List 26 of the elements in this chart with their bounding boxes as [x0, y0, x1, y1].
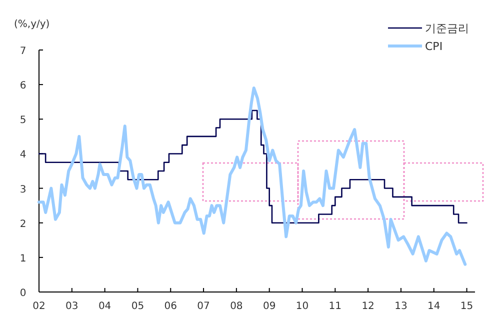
y-tick-label: 4	[20, 150, 26, 161]
x-tick-label: 14	[428, 301, 440, 312]
y-tick-label: 2	[20, 218, 26, 230]
x-tick-label: 03	[66, 301, 78, 312]
x-tick-label: 07	[197, 301, 210, 312]
legend-label: 기준금리	[425, 22, 469, 35]
x-tick-label: 11	[328, 301, 342, 312]
x-tick-label: 06	[164, 301, 177, 312]
x-tick-label: 10	[296, 301, 309, 312]
x-tick-label: 12	[362, 301, 374, 312]
y-axis-title: (%,y/y)	[14, 19, 50, 30]
y-tick-label: 7	[20, 46, 26, 57]
x-tick-label: 04	[98, 301, 112, 312]
legend-label: CPI	[425, 40, 443, 53]
x-tick-label: 09	[262, 301, 276, 312]
y-tick-label: 1	[20, 253, 26, 264]
y-tick-label: 6	[20, 80, 26, 92]
y-tick-label: 5	[20, 115, 26, 126]
x-tick-label: 13	[394, 301, 408, 312]
y-tick-label: 3	[20, 184, 26, 196]
x-tick-label: 15	[460, 301, 474, 312]
x-tick-label: 02	[32, 301, 46, 312]
x-tick-label: 08	[230, 301, 243, 312]
line-series	[38, 86, 467, 266]
y-tick-label: 0	[20, 288, 26, 299]
x-tick-label: 05	[131, 301, 144, 312]
